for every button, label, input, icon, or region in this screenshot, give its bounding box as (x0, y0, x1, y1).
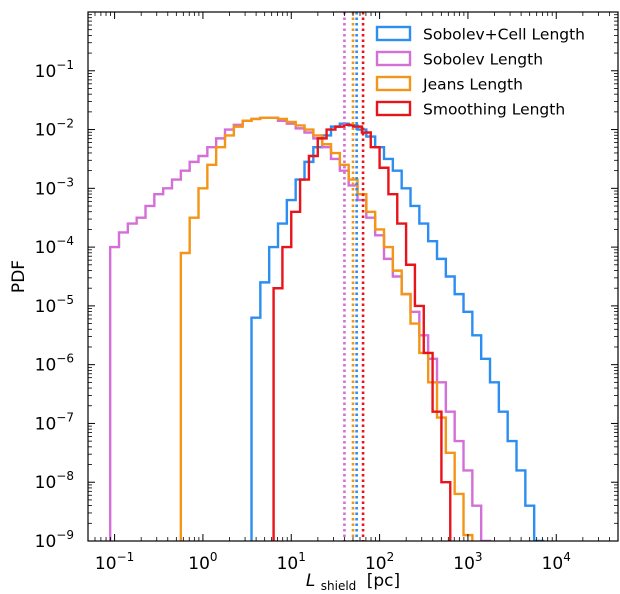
series-jeans-length (179, 116, 474, 541)
legend-label: Sobolev Length (423, 51, 543, 69)
x-axis-label-unit: [pc] (367, 571, 400, 591)
legend-label: Sobolev+Cell Length (423, 26, 585, 44)
y-tick-label: 10−9 (35, 528, 74, 552)
y-tick-label: 10−3 (35, 175, 74, 199)
y-tick-label: 10−2 (35, 117, 74, 141)
x-tick-label: 101 (277, 550, 306, 574)
plot-area (108, 12, 545, 541)
x-tick-label: 104 (542, 550, 571, 574)
y-tick-label: 10−1 (35, 58, 74, 82)
x-axis-label: L shield [pc] (306, 571, 400, 594)
x-axis-label-sub: shield (321, 579, 357, 593)
legend-label: Jeans Length (422, 76, 523, 94)
y-axis: 10−9 10−8 10−7 10−6 10−5 10−4 10−3 10−2 10−1 (35, 11, 618, 552)
x-tick-label: 103 (453, 550, 482, 574)
legend-swatch (375, 25, 412, 42)
legend: Sobolev+Cell Length Sobolev Length Jeans L… (375, 25, 585, 119)
axes-frame (87, 11, 619, 542)
y-tick-label: 10−6 (35, 352, 74, 376)
x-tick-label: 102 (365, 550, 394, 574)
legend-label: Smoothing Length (423, 101, 565, 119)
y-tick-label: 10−8 (35, 469, 74, 493)
legend-swatch (375, 50, 412, 67)
y-tick-label: 10−7 (35, 410, 74, 434)
x-tick-label: 100 (188, 550, 217, 574)
y-axis-label: PDF (9, 260, 29, 293)
y-tick-label: 10−4 (35, 234, 74, 258)
x-tick-label: 10−1 (95, 550, 134, 574)
legend-swatch (375, 100, 412, 117)
legend-swatch (375, 75, 412, 92)
series-sobolev-cell-length (250, 122, 545, 541)
x-axis: 10−1 100 101 102 103 104 (87, 12, 619, 574)
x-axis-label-main: L (306, 571, 315, 591)
y-tick-label: 10−5 (35, 293, 74, 317)
